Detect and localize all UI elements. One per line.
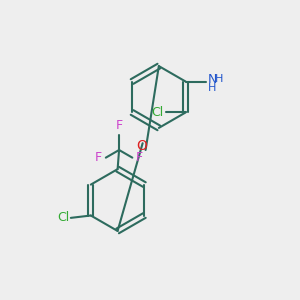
Text: F: F <box>95 151 102 164</box>
Text: H: H <box>208 83 216 93</box>
Text: Cl: Cl <box>152 106 164 119</box>
Text: N: N <box>208 73 218 86</box>
Text: Cl: Cl <box>57 212 69 224</box>
Text: F: F <box>136 151 143 164</box>
Text: O: O <box>136 139 147 153</box>
Text: F: F <box>116 119 123 132</box>
Text: H: H <box>214 74 223 84</box>
